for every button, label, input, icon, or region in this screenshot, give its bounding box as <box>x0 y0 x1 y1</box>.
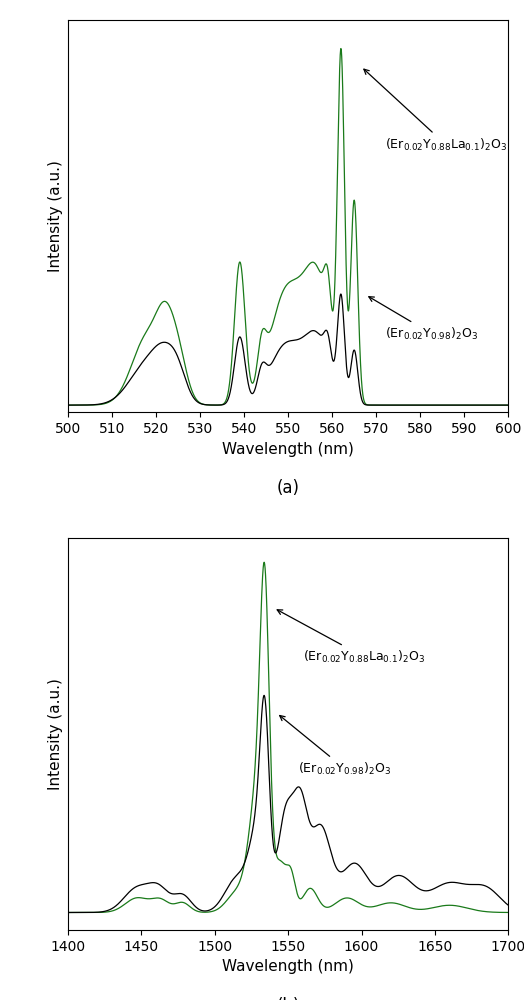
Text: (Er$_{0.02}$Y$_{0.88}$La$_{0.1}$)$_2$O$_3$: (Er$_{0.02}$Y$_{0.88}$La$_{0.1}$)$_2$O$_… <box>277 610 425 665</box>
Text: (Er$_{0.02}$Y$_{0.98}$)$_2$O$_3$: (Er$_{0.02}$Y$_{0.98}$)$_2$O$_3$ <box>369 297 478 342</box>
Text: (Er$_{0.02}$Y$_{0.88}$La$_{0.1}$)$_2$O$_3$: (Er$_{0.02}$Y$_{0.88}$La$_{0.1}$)$_2$O$_… <box>364 69 507 153</box>
Text: (b): (b) <box>277 997 300 1000</box>
Text: (a): (a) <box>277 479 300 497</box>
Y-axis label: Intensity (a.u.): Intensity (a.u.) <box>48 678 62 790</box>
X-axis label: Wavelength (nm): Wavelength (nm) <box>222 442 354 457</box>
X-axis label: Wavelength (nm): Wavelength (nm) <box>222 959 354 974</box>
Text: (Er$_{0.02}$Y$_{0.98}$)$_2$O$_3$: (Er$_{0.02}$Y$_{0.98}$)$_2$O$_3$ <box>280 716 391 777</box>
Y-axis label: Intensity (a.u.): Intensity (a.u.) <box>48 160 62 272</box>
